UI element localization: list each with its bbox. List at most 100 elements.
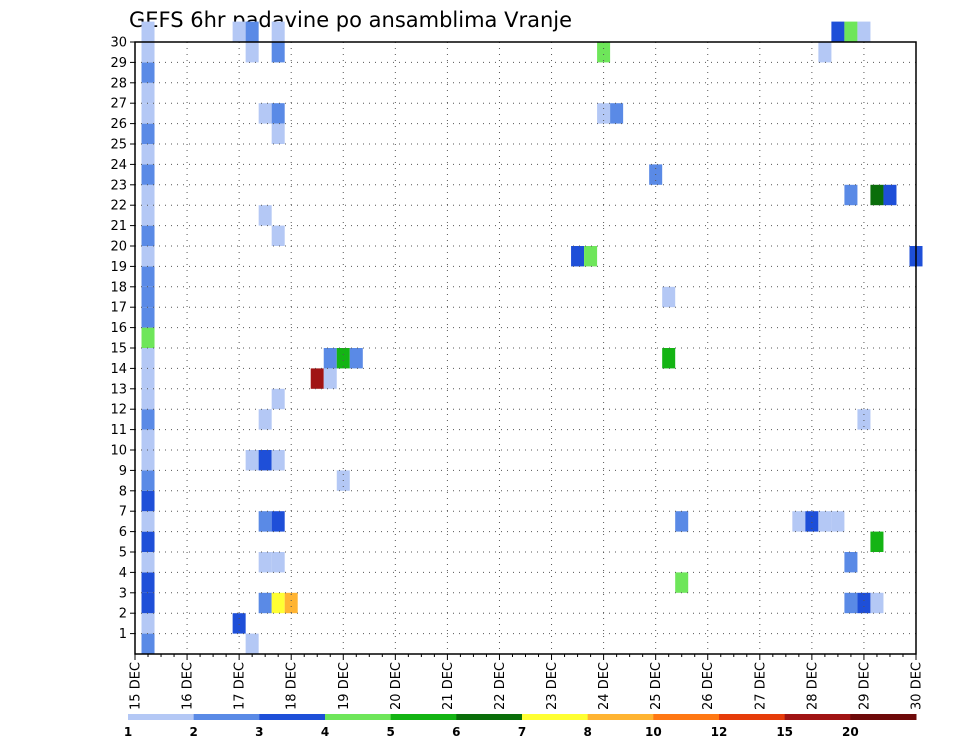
- colorbar-label: 1: [124, 725, 132, 739]
- y-tick-label: 8: [119, 484, 127, 499]
- colorbar-swatch: [784, 714, 851, 720]
- heat-cell: [675, 572, 689, 593]
- heat-cell: [818, 511, 832, 532]
- heat-cell: [336, 348, 350, 369]
- heat-cell: [844, 21, 858, 42]
- y-tick-label: 3: [119, 586, 127, 601]
- x-tick-label: 15 DEC: [129, 662, 144, 710]
- y-tick-label: 27: [110, 97, 127, 112]
- heat-cell: [141, 572, 155, 593]
- colorbar-swatch: [259, 714, 326, 720]
- heat-cell: [271, 225, 285, 246]
- heat-cell: [857, 21, 871, 42]
- y-tick-label: 19: [110, 260, 127, 275]
- heat-cell: [245, 21, 259, 42]
- heat-cell: [271, 592, 285, 614]
- colorbar-swatch: [850, 714, 917, 720]
- heat-cell: [271, 552, 285, 573]
- heat-cell: [844, 592, 858, 614]
- colorbar-swatch: [653, 714, 720, 720]
- heat-cell: [831, 511, 845, 532]
- colorbar-swatch: [522, 714, 589, 720]
- heat-cell: [610, 103, 624, 124]
- heat-cell: [232, 613, 246, 634]
- colorbar-label: 15: [776, 725, 793, 739]
- heat-cell: [844, 184, 858, 206]
- y-tick-label: 9: [119, 464, 127, 479]
- heat-cell: [792, 511, 806, 532]
- heat-cell: [141, 205, 155, 226]
- heat-cell: [271, 511, 285, 532]
- y-tick-label: 20: [110, 240, 127, 255]
- heat-cell: [141, 307, 155, 328]
- y-tick-label: 4: [119, 566, 127, 581]
- heat-cell: [271, 103, 285, 124]
- colorbar-swatch: [587, 714, 654, 720]
- colorbar-label: 8: [583, 725, 591, 739]
- heat-cell: [258, 592, 272, 614]
- heat-cell: [831, 21, 845, 42]
- x-tick-label: 21 DEC: [441, 662, 456, 710]
- heat-cell: [141, 552, 155, 573]
- y-tick-label: 1: [119, 627, 127, 642]
- heat-cell: [141, 633, 155, 654]
- heat-cell: [141, 21, 155, 42]
- heat-cell: [141, 286, 155, 308]
- heat-cell: [141, 123, 155, 144]
- chart-title: GEFS 6hr padavine po ansamblima Vranje: [129, 8, 572, 32]
- heat-cell: [258, 552, 272, 573]
- heat-cell: [141, 470, 155, 491]
- heat-cell: [232, 21, 246, 42]
- heat-cell: [141, 184, 155, 206]
- heat-cell: [271, 42, 285, 63]
- heat-cell: [141, 348, 155, 369]
- y-tick-label: 24: [110, 158, 127, 173]
- colorbar-label: 20: [842, 725, 859, 739]
- y-tick-label: 18: [110, 280, 127, 295]
- heat-cell: [245, 42, 259, 63]
- x-tick-label: 30 DEC: [910, 662, 925, 710]
- heat-cell: [857, 409, 871, 430]
- heat-cell: [141, 225, 155, 246]
- heat-cell: [141, 164, 155, 185]
- heat-cell: [141, 409, 155, 430]
- heat-cell: [870, 184, 884, 206]
- cells-layer: [141, 21, 923, 654]
- x-tick-label: 19 DEC: [337, 662, 352, 710]
- heat-cell: [141, 327, 155, 348]
- heat-cell: [597, 103, 611, 124]
- heat-cell: [271, 123, 285, 144]
- heat-cell: [349, 348, 363, 369]
- x-tick-label: 28 DEC: [805, 662, 820, 710]
- heat-cell: [245, 450, 259, 471]
- x-tick-label: 25 DEC: [649, 662, 664, 710]
- heat-cell: [258, 409, 272, 430]
- colorbar-swatch: [390, 714, 457, 720]
- heat-cell: [271, 21, 285, 42]
- x-tick-label: 24 DEC: [597, 662, 612, 710]
- heat-cell: [844, 552, 858, 573]
- heat-cell: [141, 266, 155, 287]
- colorbar-swatch: [128, 714, 195, 720]
- heat-cell: [141, 592, 155, 614]
- y-tick-label: 13: [110, 382, 127, 397]
- y-tick-label: 17: [110, 301, 127, 316]
- y-tick-label: 21: [110, 219, 127, 234]
- y-tick-label: 14: [110, 362, 127, 377]
- heat-cell: [323, 368, 337, 389]
- heat-cell: [141, 82, 155, 104]
- y-tick-label: 11: [110, 423, 127, 438]
- heat-cell: [141, 103, 155, 124]
- heat-cell: [141, 490, 155, 512]
- x-axis: 15 DEC 16 DEC 17 DEC 18 DEC 19 DEC 20 DEC 21 D…: [129, 654, 925, 710]
- y-tick-label: 26: [110, 117, 127, 132]
- heat-cell: [141, 62, 155, 83]
- grid-layer: [135, 42, 916, 654]
- heat-cell: [258, 103, 272, 124]
- colorbar-swatch: [193, 714, 260, 720]
- heat-cell: [675, 511, 689, 532]
- colorbar-label: 5: [386, 725, 394, 739]
- heat-cell: [662, 348, 676, 369]
- heat-cell: [141, 388, 155, 410]
